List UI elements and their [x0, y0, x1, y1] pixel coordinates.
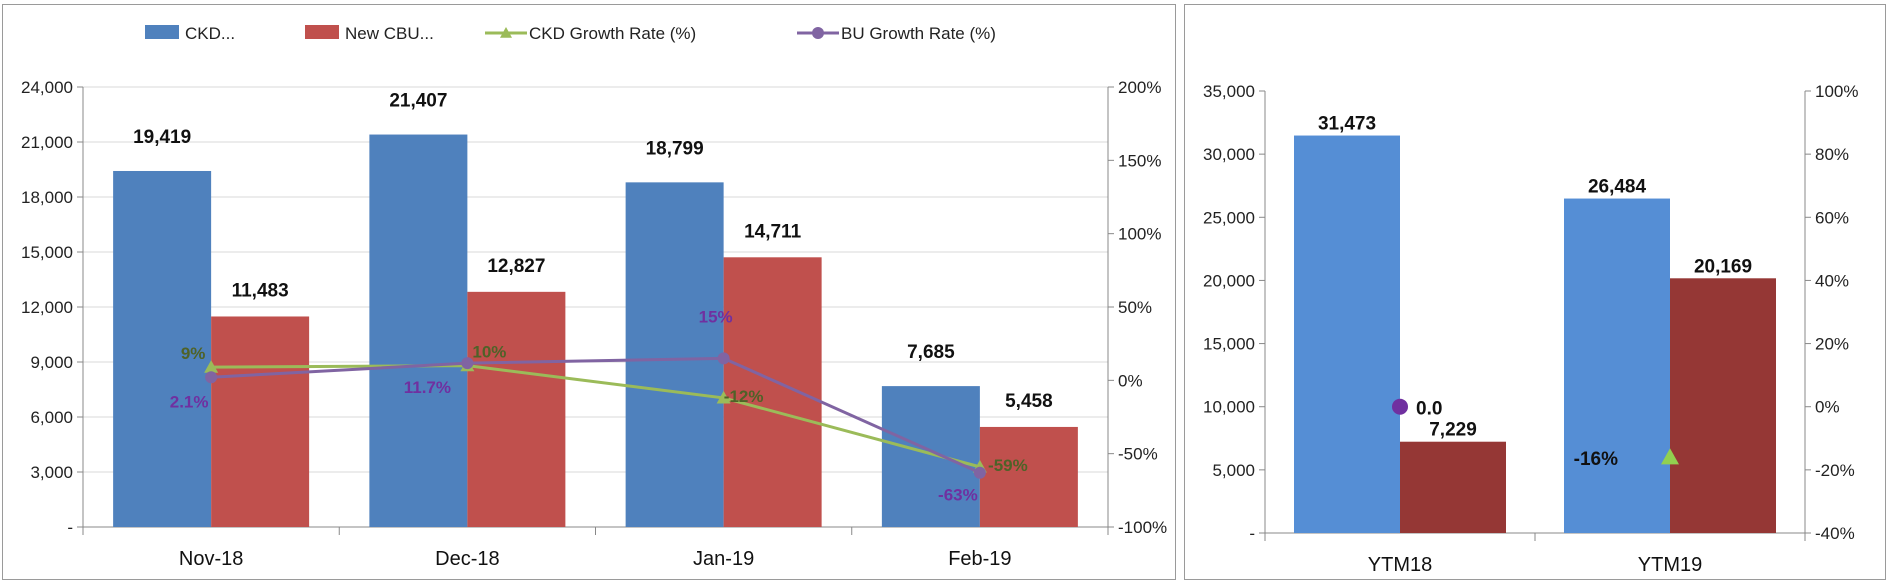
growth-data-label: 2.1% [170, 392, 209, 411]
y-right-tick-label: 40% [1815, 271, 1849, 290]
x-category-label: Dec-18 [435, 548, 499, 570]
legend-entry-label: BU Growth Rate (%) [841, 24, 996, 43]
y-left-tick-label: 10,000 [1203, 398, 1255, 417]
bar-data-label: 19,419 [133, 127, 191, 148]
y-left-tick-label: 5,000 [1212, 461, 1255, 480]
x-category-label: Jan-19 [693, 548, 754, 570]
y-left-tick-label: 15,000 [21, 243, 73, 262]
bar-data-label: 20,169 [1694, 256, 1752, 277]
ytm-chart-panel: - 5,000 10,000 15,000 20,000 25,000 30,000 35,0… [1184, 4, 1886, 580]
bar-ckd [369, 134, 468, 527]
ytm-chart-svg: - 5,000 10,000 15,000 20,000 25,000 30,000 35,0… [1203, 82, 1858, 576]
bar-data-label: 31,473 [1318, 114, 1376, 135]
line-bu-growth [211, 356, 981, 475]
y-right-tick-label: 200% [1118, 78, 1161, 97]
growth-data-label: 10% [472, 343, 506, 362]
x-category-label: YTM19 [1638, 554, 1702, 576]
bar-new-cbu [1670, 278, 1776, 533]
bar-data-label: 14,711 [744, 221, 801, 242]
growth-data-label: 0.0 [1416, 399, 1442, 420]
y-left-tick-label: - [1249, 524, 1255, 543]
bar-data-label: 18,799 [646, 138, 704, 159]
legend-triangle-marker [500, 27, 512, 38]
bar-new-cbu [723, 257, 822, 527]
y-left-tick-label: 30,000 [1203, 145, 1255, 164]
growth-data-label: -59% [988, 456, 1028, 475]
growth-data-label: 11.7% [404, 378, 451, 397]
triangle-marker [1661, 448, 1679, 465]
y-right-tick-label: 20% [1815, 335, 1849, 354]
y-right-tick-label: 50% [1118, 298, 1152, 317]
y-left-tick-label: 3,000 [30, 463, 73, 482]
growth-data-label: -16% [1574, 449, 1618, 470]
bar-ckd [625, 182, 724, 527]
y-left-tick-label: 35,000 [1203, 82, 1255, 101]
circle-marker [717, 352, 730, 365]
x-category-label: YTM18 [1368, 554, 1432, 576]
bar-data-label: 7,229 [1429, 420, 1477, 441]
monthly-chart-svg: - 3,000 6,000 9,000 12,000 15,000 18,000 21,000… [21, 24, 1167, 570]
y-right-tick-label: 60% [1815, 208, 1849, 227]
bar-new-cbu [979, 426, 1078, 527]
legend-entry-label: New CBU... [345, 24, 434, 43]
y-left-tick-label: 12,000 [21, 298, 73, 317]
y-left-tick-label: 18,000 [21, 188, 73, 207]
y-right-tick-label: 100% [1118, 225, 1161, 244]
y-right-tick-label: 150% [1118, 151, 1161, 170]
bar-data-label: 5,458 [1005, 391, 1053, 412]
bar-ckd [881, 386, 980, 527]
growth-data-label: 9% [181, 344, 206, 363]
y-right-tick-label: -40% [1815, 524, 1855, 543]
triangle-marker [716, 390, 731, 404]
y-left-tick-label: 20,000 [1203, 271, 1255, 290]
y-right-tick-label: 0% [1815, 398, 1840, 417]
line-ckd-growth [211, 364, 981, 469]
circle-marker [1392, 398, 1408, 415]
growth-data-label: -63% [938, 486, 978, 505]
bar-ckd [1294, 135, 1400, 534]
bar-ckd [113, 170, 212, 528]
bar-ckd [1564, 198, 1670, 533]
y-left-tick-label: 24,000 [21, 78, 73, 97]
triangle-marker [204, 360, 219, 373]
y-right-tick-label: -50% [1118, 445, 1158, 464]
y-right-tick-label: 100% [1815, 82, 1858, 101]
legend-swatch [305, 25, 339, 39]
y-left-tick-label: 6,000 [30, 408, 73, 427]
y-left-tick-label: 25,000 [1203, 208, 1255, 227]
growth-data-label: -12% [724, 387, 764, 406]
bar-new-cbu [1400, 441, 1506, 533]
legend-entry-label: CKD... [185, 24, 235, 43]
y-left-tick-label: 9,000 [30, 353, 73, 372]
legend-entry-label: CKD Growth Rate (%) [529, 24, 696, 43]
circle-marker [973, 466, 986, 479]
bar-new-cbu [211, 316, 310, 527]
bar-new-cbu [467, 291, 566, 527]
bar-data-label: 11,483 [232, 280, 289, 301]
legend-circle-marker [812, 27, 824, 39]
y-left-tick-label: 21,000 [21, 133, 73, 152]
circle-marker [461, 357, 474, 370]
y-right-tick-label: -100% [1118, 518, 1167, 537]
bar-data-label: 7,685 [907, 342, 955, 363]
x-category-label: Feb-19 [948, 548, 1011, 570]
monthly-chart-panel: - 3,000 6,000 9,000 12,000 15,000 18,000 21,000… [2, 4, 1176, 580]
y-right-tick-label: -20% [1815, 461, 1855, 480]
circle-marker [205, 371, 218, 384]
y-left-tick-label: 15,000 [1203, 335, 1255, 354]
y-right-tick-label: 0% [1118, 371, 1143, 390]
bar-data-label: 12,827 [487, 256, 545, 277]
y-left-tick-label: - [67, 518, 73, 537]
y-right-tick-label: 80% [1815, 145, 1849, 164]
bar-data-label: 26,484 [1588, 177, 1647, 198]
bar-data-label: 21,407 [389, 91, 447, 112]
legend-swatch [145, 25, 179, 39]
growth-data-label: 15% [699, 307, 733, 326]
x-category-label: Nov-18 [179, 548, 243, 570]
